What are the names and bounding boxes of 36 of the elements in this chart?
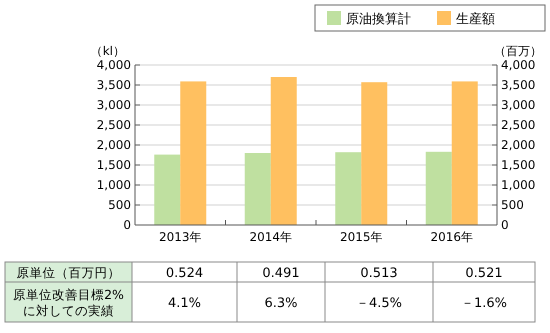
text: 原単位改善目標2% に対しての実績 bbox=[13, 287, 124, 318]
y-tick-label: 500 bbox=[108, 198, 131, 212]
y2-tick-label: 1,000 bbox=[501, 178, 536, 192]
y-tick-label: 3,500 bbox=[96, 78, 131, 92]
y-tick-label: 1,500 bbox=[96, 158, 131, 172]
x-tick-label: 2015年 bbox=[340, 230, 383, 244]
text: 0.524 bbox=[166, 266, 204, 281]
y2-axis-title: （百万） bbox=[494, 44, 542, 58]
y2-tick-label: 3,500 bbox=[501, 78, 536, 92]
x-tick-label: 2016年 bbox=[430, 230, 474, 244]
text: 原単位（百万円） bbox=[16, 265, 120, 280]
legend-label: 原油換算計 bbox=[346, 12, 411, 27]
y2-tick-label: 0 bbox=[501, 218, 509, 232]
y2-tick-label: 500 bbox=[501, 198, 524, 212]
y-axis-title: （kl） bbox=[90, 44, 125, 58]
y2-tick-label: 4,000 bbox=[501, 58, 536, 72]
y2-tick-label: 3,000 bbox=[501, 98, 536, 112]
y2-tick-label: 2,000 bbox=[501, 138, 536, 152]
y-tick-label: 3,000 bbox=[96, 98, 131, 112]
x-tick-label: 2014年 bbox=[249, 230, 292, 244]
y2-tick-label: 1,500 bbox=[501, 158, 536, 172]
text: 6.3% bbox=[264, 296, 298, 311]
text: 4.1% bbox=[168, 296, 202, 311]
legend-label: 生産額 bbox=[456, 11, 495, 27]
text: 0.513 bbox=[360, 266, 398, 281]
text: －1.6% bbox=[460, 296, 508, 311]
y-tick-label: 2,000 bbox=[96, 138, 131, 152]
y-tick-label: 1,000 bbox=[96, 178, 131, 192]
y-tick-label: 2,500 bbox=[96, 118, 131, 132]
text: 0.491 bbox=[262, 266, 300, 281]
text: －4.5% bbox=[356, 296, 402, 311]
y2-tick-label: 2,500 bbox=[501, 118, 536, 132]
x-tick-label: 2013年 bbox=[158, 230, 202, 244]
y-tick-label: 4,000 bbox=[96, 58, 131, 72]
text: 0.521 bbox=[465, 266, 503, 281]
y-tick-label: 0 bbox=[123, 218, 131, 232]
